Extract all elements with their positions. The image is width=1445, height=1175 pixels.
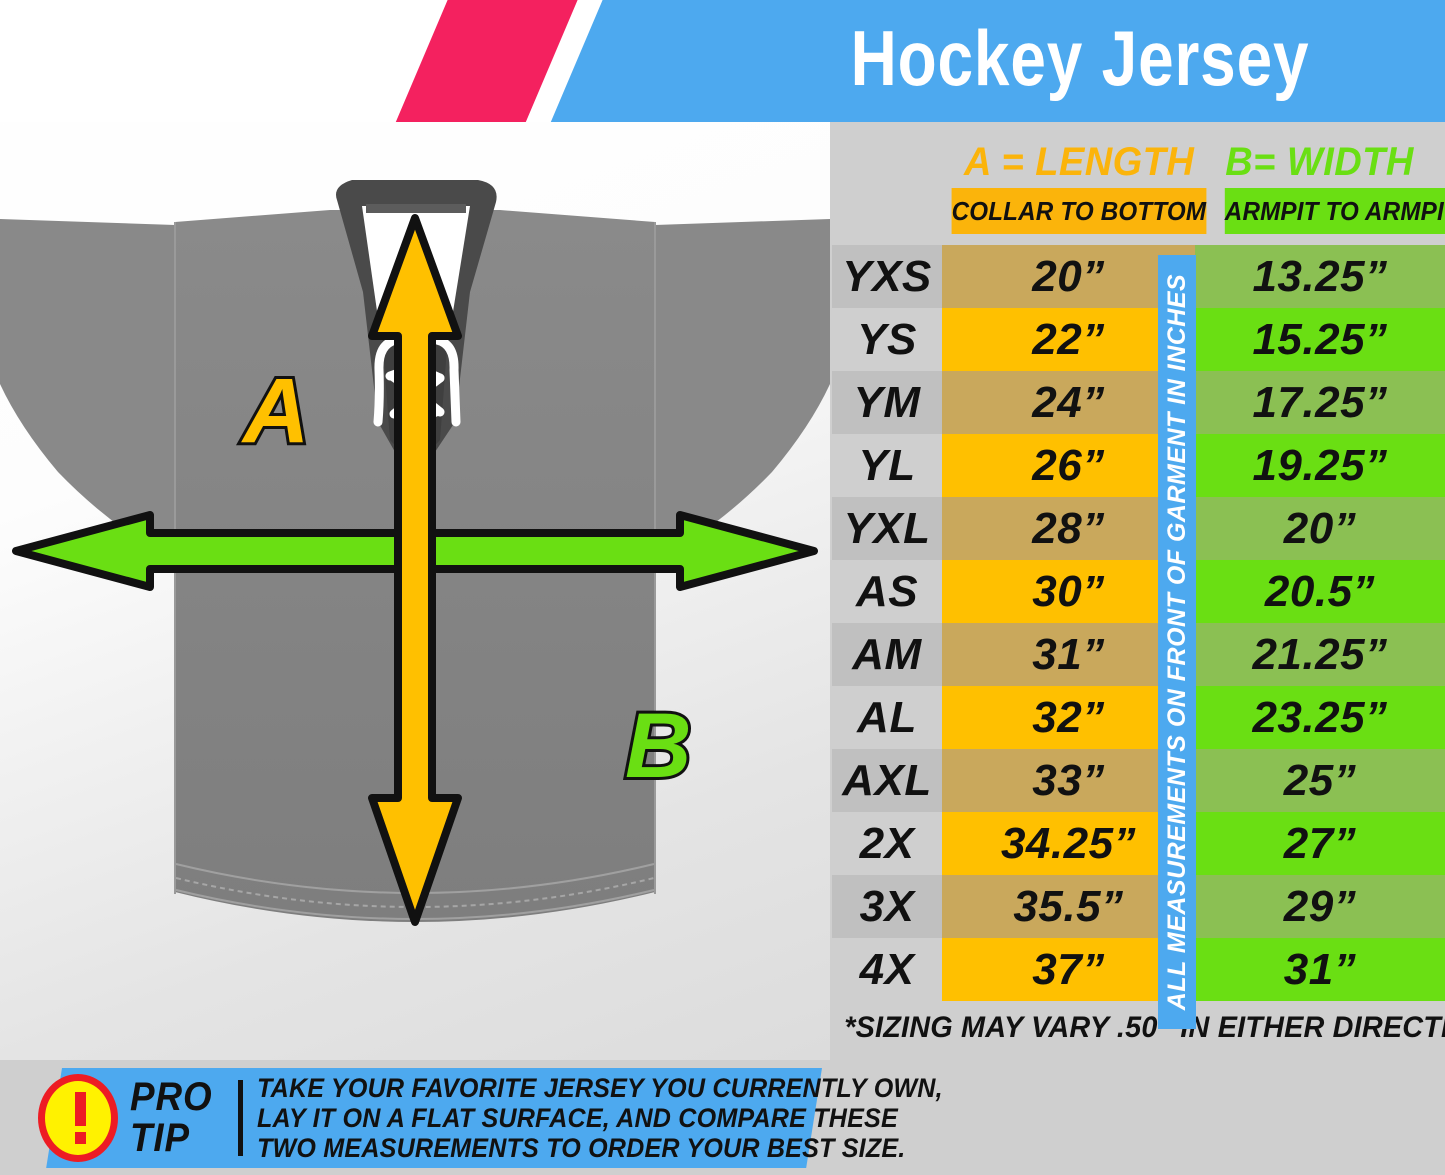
jersey-illustration	[0, 180, 830, 926]
jersey-left-sleeve	[0, 219, 175, 562]
table-header: A = LENGTH B= WIDTH COLLAR TO BOTTOM ARM…	[832, 140, 1445, 245]
header-banner: Hockey Jersey	[0, 0, 1445, 122]
cell-size: AL	[857, 693, 917, 742]
table-subheaders: COLLAR TO BOTTOM ARMPIT TO ARMPIT	[942, 188, 1445, 234]
cell-width: 23.25”	[1195, 686, 1445, 749]
pro-tip-body: TAKE YOUR FAVORITE JERSEY YOU CURRENTLY …	[257, 1073, 943, 1163]
header-a-length: A = LENGTH	[963, 140, 1195, 184]
jersey-diagram: A B	[0, 122, 830, 1002]
cell-width: 19.25”	[1195, 434, 1445, 497]
pro-tip-label: PRO TIP	[130, 1077, 213, 1159]
table-row: 4X 37” 31”	[832, 938, 1445, 1001]
pro-tip-label-line2: TIP	[130, 1116, 191, 1160]
cell-width: 20.5”	[1195, 560, 1445, 623]
cell-length: 22”	[942, 308, 1195, 371]
table-row: AS 30” 20.5”	[832, 560, 1445, 623]
subheader-collar-to-bottom: COLLAR TO BOTTOM	[951, 188, 1207, 234]
pro-tip-divider	[237, 1080, 243, 1156]
measurement-note-text: ALL MEASUREMENTS ON FRONT OF GARMENT IN …	[1163, 273, 1191, 1011]
cell-size: YM	[832, 371, 942, 434]
cell-length: 28”	[942, 497, 1195, 560]
cell-width: 25”	[1195, 749, 1445, 812]
table-row: YL 26” 19.25”	[832, 434, 1445, 497]
cell-size: 3X	[832, 875, 942, 938]
warning-icon	[38, 1072, 126, 1164]
cell-length: 35.5”	[942, 875, 1195, 938]
cell-width: 21.25”	[1195, 623, 1445, 686]
pro-tip-box: PRO TIP TAKE YOUR FAVORITE JERSEY YOU CU…	[36, 1068, 942, 1168]
length-arrow-a	[368, 214, 462, 926]
table-row: 3X 35.5” 29”	[832, 875, 1445, 938]
cell-width: 13.25”	[1195, 245, 1445, 308]
table-row: AM 31” 21.25”	[832, 623, 1445, 686]
sizing-table: A = LENGTH B= WIDTH COLLAR TO BOTTOM ARM…	[832, 140, 1445, 1049]
subheader-armpit-to-armpit: ARMPIT TO ARMPIT	[1224, 188, 1445, 234]
measurement-note-strip: ALL MEASUREMENTS ON FRONT OF GARMENT IN …	[1158, 255, 1196, 1029]
hem-stitch-2	[175, 877, 655, 908]
cell-size: YS	[857, 315, 917, 364]
cell-size: YL	[858, 441, 916, 490]
cell-size: AS	[855, 567, 919, 616]
table-row: YM 24” 17.25”	[832, 371, 1445, 434]
cell-size: 2X	[859, 819, 915, 868]
cell-size: AXL	[832, 749, 942, 812]
cell-length: 37”	[942, 938, 1195, 1001]
cell-length: 31”	[942, 623, 1195, 686]
cell-width: 17.25”	[1195, 371, 1445, 434]
pro-tip-body-line3: TWO MEASUREMENTS TO ORDER YOUR BEST SIZE…	[256, 1133, 906, 1163]
arrow-label-b: B	[622, 695, 694, 797]
cell-width: 20”	[1195, 497, 1445, 560]
pro-tip-body-line1: TAKE YOUR FAVORITE JERSEY YOU CURRENTLY …	[256, 1073, 943, 1103]
header-b-width: B= WIDTH	[1225, 140, 1414, 184]
table-row: YS 22” 15.25”	[832, 308, 1445, 371]
arrow-label-a: A	[240, 360, 312, 462]
pro-tip-label-line1: PRO	[130, 1075, 213, 1119]
cell-size: AM	[832, 623, 942, 686]
table-row: AL 32” 23.25”	[832, 686, 1445, 749]
table-body: ALL MEASUREMENTS ON FRONT OF GARMENT IN …	[832, 245, 1445, 1029]
cell-length: 20”	[942, 245, 1195, 308]
collar-band	[366, 204, 466, 213]
table-row: YXL 28” 20”	[832, 497, 1445, 560]
cell-length: 26”	[942, 434, 1195, 497]
pink-stripe-icon	[383, 0, 587, 122]
cell-length: 24”	[942, 371, 1195, 434]
cell-size: 4X	[859, 945, 915, 994]
cell-width: 31”	[1195, 938, 1445, 1001]
table-header-titles: A = LENGTH B= WIDTH	[832, 140, 1445, 186]
cell-length: 34.25”	[942, 812, 1195, 875]
cell-width: 29”	[1195, 875, 1445, 938]
table-row: 2X 34.25” 27”	[832, 812, 1445, 875]
table-row: AXL 33” 25”	[832, 749, 1445, 812]
table-row: YXS 20” 13.25”	[832, 245, 1445, 308]
cell-width: 15.25”	[1195, 308, 1445, 371]
page-title: Hockey Jersey	[850, 14, 1310, 102]
table-footnote: *SIZING MAY VARY .50” IN EITHER DIRECTIO…	[844, 1011, 1445, 1044]
jersey-right-sleeve	[655, 219, 830, 562]
cell-width: 27”	[1195, 812, 1445, 875]
cell-length: 33”	[942, 749, 1195, 812]
cell-size: YXS	[832, 245, 942, 308]
pro-tip-body-line2: LAY IT ON A FLAT SURFACE, AND COMPARE TH…	[256, 1103, 898, 1133]
cell-length: 30”	[942, 560, 1195, 623]
cell-length: 32”	[942, 686, 1195, 749]
cell-size: YXL	[832, 497, 942, 560]
